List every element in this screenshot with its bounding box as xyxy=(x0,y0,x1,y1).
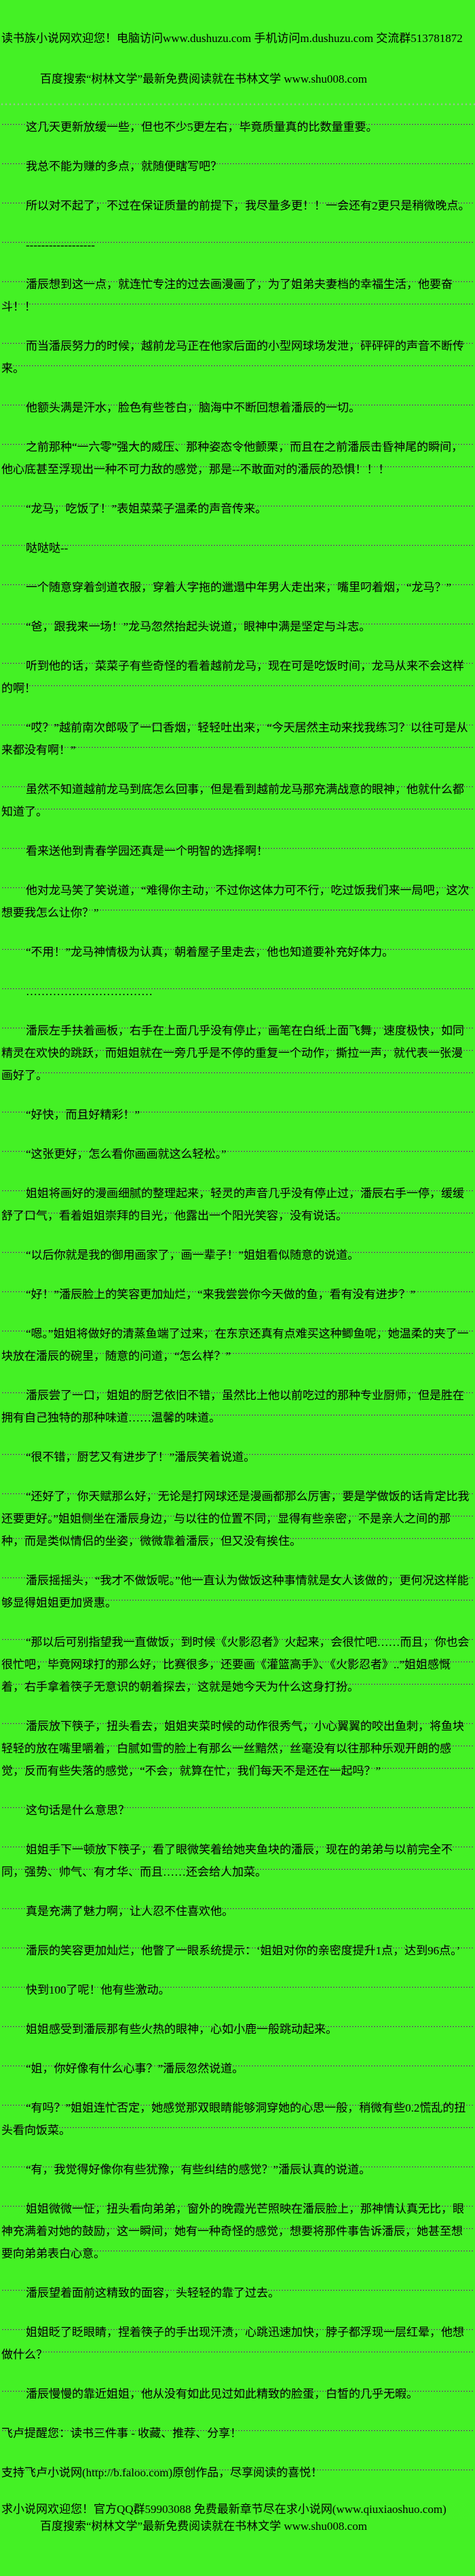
paragraph: 这几天更新放缓一些，但也不少5更左右，毕竟质量真的比数量重要。 xyxy=(1,116,474,138)
paragraph: “嗯。”姐姐将做好的清蒸鱼端了过来，在东京还真有点难买这种鲫鱼呢，她温柔的夹了一… xyxy=(1,1323,474,1367)
paragraph: “这张更好，怎么看你画画就这么轻松。” xyxy=(1,1143,474,1165)
paragraph: 所以对不起了，不过在保证质量的前提下，我尽量多更！！一会还有2更只是稍微晚点。 xyxy=(1,195,474,217)
paragraph: “那以后可别指望我一直做饭，到时候《火影忍者》火起来，会很忙吧……而且，你也会很… xyxy=(1,1631,474,1698)
paragraph: 真是充满了魅力啊，让人忍不住喜欢他。 xyxy=(1,1900,474,1923)
paragraph: 姐姐感受到潘辰那有些火热的眼神，心如小鹿一般跳动起来。 xyxy=(1,2018,474,2040)
paragraph: “好快，而且好精彩！” xyxy=(1,1104,474,1126)
paragraph: 他额头满是汗水，脸色有些苍白，脑海中不断回想着潘辰的一切。 xyxy=(1,397,474,419)
paragraph: “还好了，你天赋那么好，无论是打网球还是漫画都那么厉害，要是学做饭的话肯定比我还… xyxy=(1,1485,474,1552)
paragraph: ------------------ xyxy=(1,234,474,256)
paragraph: “龙马，吃饭了！”表姐菜菜子温柔的声音传来。 xyxy=(1,498,474,520)
paragraph: 姐姐眨了眨眼睛，捏着筷子的手出现汗渍，心跳迅速加快，脖子都浮现一层红晕，他想做什… xyxy=(1,2321,474,2366)
paragraph: 虽然不知道越前龙马到底怎么回事，但是看到越前龙马那充满战意的眼神，他就什么都知道… xyxy=(1,778,474,823)
chapter-text: 这几天更新放缓一些，但也不少5更左右，毕竟质量真的比数量重要。 我总不能为赚的多点… xyxy=(1,116,474,2484)
paragraph: 之前那种“一六零”强大的威压、那种姿态令他颤栗，而且在之前潘辰击昏神尾的瞬间，他… xyxy=(1,436,474,481)
paragraph: 我总不能为赚的多点，就随便瞎写吧？ xyxy=(1,155,474,178)
paragraph: 一个随意穿着剑道衣服，穿着人字拖的邋遢中年男人走出来，嘴里叼着烟，“龙马？” xyxy=(1,576,474,599)
paragraph: “爸，跟我来一场！”龙马忽然抬起头说道，眼神中满是坚定与斗志。 xyxy=(1,616,474,638)
paragraph: “哎？”越前南次郎吸了一口香烟，轻轻吐出来，“今天居然主动来找我练习？以往可是从… xyxy=(1,717,474,761)
paragraph: 潘辰望着面前这精致的面容，头轻轻的靠了过去。 xyxy=(1,2282,474,2304)
paragraph: 潘辰尝了一口，姐姐的厨艺依旧不错，虽然比上他以前吃过的那种专业厨师，但是胜在拥有… xyxy=(1,1384,474,1429)
paragraph: 潘辰的笑容更加灿烂，他瞥了一眼系统提示：‘姐姐对你的亲密度提升1点，达到96点。… xyxy=(1,1939,474,1962)
paragraph: 潘辰摇摇头，“我才不做饭呢。”他一直认为做饭这种事情就是女人该做的，更何况这样能… xyxy=(1,1569,474,1614)
paragraph: 潘辰左手扶着画板，右手在上面几乎没有停止，画笔在白纸上面飞舞，速度极快，如同精灵… xyxy=(1,1020,474,1087)
paragraph: 姐姐手下一顿放下筷子，看了眼微笑着给她夹鱼块的潘辰，现在的弟弟与以前完全不同，强… xyxy=(1,1838,474,1883)
paragraph: “有，我觉得好像你有些犹豫，有些纠结的感觉？”潘辰认真的说道。 xyxy=(1,2158,474,2181)
site-search-notice: 百度搜索“树林文学”最新免费阅读就在书林文学 www.shu008.com xyxy=(40,73,367,85)
paragraph: 飞卢提醒您：读书三件事 - 收藏、推荐、分享！ xyxy=(1,2422,474,2444)
site-welcome-notice: 读书族小说网欢迎您！电脑访问www.dushuzu.com 手机访问m.dush… xyxy=(1,32,463,45)
paragraph: …………………………… xyxy=(1,980,474,1003)
paragraph: 看来送他到青春学园还真是一个明智的选择啊！ xyxy=(1,840,474,862)
paragraph: 快到100了呢！他有些激动。 xyxy=(1,1979,474,2001)
paragraph: 他对龙马笑了笑说道，“难得你主动，不过你这体力可不行，吃过饭我们来一局吧，这次想… xyxy=(1,879,474,924)
paragraph: 潘辰想到这一点，就连忙专注的过去画漫画了，为了姐弟夫妻档的幸福生活，他要奋斗！！ xyxy=(1,273,474,318)
paragraph: 姐姐将画好的漫画细腻的整理起来，轻灵的声音几乎没有停止过，潘辰右手一停，缓缓舒了… xyxy=(1,1182,474,1227)
paragraph: 潘辰慢慢的靠近姐姐，他从没有如此见过如此精致的脸蛋，白皙的几乎无暇。 xyxy=(1,2383,474,2405)
paragraph: 这句话是什么意思？ xyxy=(1,1799,474,1822)
paragraph: 听到他的话，菜菜子有些奇怪的看着越前龙马，现在可是吃饭时间，龙马从来不会这样的啊… xyxy=(1,655,474,700)
paragraph: “姐，你好像有什么心事？”潘辰忽然说道。 xyxy=(1,2057,474,2080)
paragraph: “好！”潘辰脸上的笑容更加灿烂，“来我尝尝你今天做的鱼，看有没有进步？” xyxy=(1,1283,474,1306)
paragraph: 支持飞卢小说网(http://b.faloo.com)原创作品，尽享阅读的喜悦！ xyxy=(1,2461,474,2484)
paragraph: 哒哒哒-- xyxy=(1,537,474,559)
paragraph: 姐姐微微一怔，扭头看向弟弟，窗外的晚霞光芒照映在潘辰脸上，那神情认真无比，眼神充… xyxy=(1,2198,474,2265)
paragraph: “很不错，厨艺又有进步了！”潘辰笑着说道。 xyxy=(1,1446,474,1468)
paragraph: “以后你就是我的御用画家了，画一辈子！”姐姐看似随意的说道。 xyxy=(1,1244,474,1266)
footer-qq-group-notice: 求小说网欢迎您！官方QQ群59903088 免费最新章节尽在求小说网(www.q… xyxy=(1,2503,446,2516)
paragraph: 潘辰放下筷子，扭头看去，姐姐夹菜时候的动作很秀气，小心翼翼的咬出鱼刺，将鱼块轻轻… xyxy=(1,1715,474,1782)
header-separator-dotted-line xyxy=(0,103,475,105)
footer-search-notice: 百度搜索“树林文学”最新免费阅读就在书林文学 www.shu008.com xyxy=(40,2520,367,2533)
paragraph: “不用！”龙马神情极为认真，朝着屋子里走去，他也知道要补充好体力。 xyxy=(1,941,474,963)
paragraph: “有吗？”姐姐连忙否定，她感觉那双眼睛能够洞穿她的心思一般，稍微有些0.2慌乱的… xyxy=(1,2097,474,2141)
paragraph: 而当潘辰努力的时候，越前龙马正在他家后面的小型网球场发泄，砰砰砰的声音不断传来。 xyxy=(1,335,474,380)
